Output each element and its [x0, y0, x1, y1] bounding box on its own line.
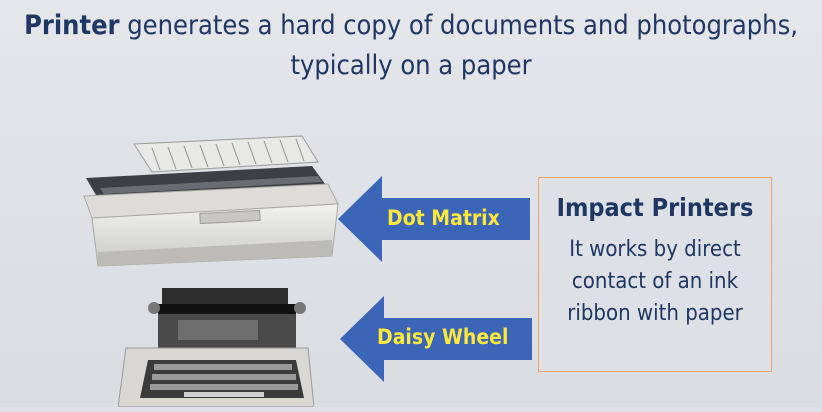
daisy-wheel-printer-image	[117, 286, 315, 408]
impact-printers-box: Impact Printers It works by direct conta…	[538, 177, 772, 372]
daisy-wheel-arrow: Daisy Wheel	[340, 296, 533, 382]
title-definition: generates a hard copy of documents and p…	[119, 10, 798, 41]
dot-matrix-printer-image	[82, 132, 340, 267]
slide-title: Printer generates a hard copy of documen…	[0, 6, 822, 86]
title-keyword: Printer	[24, 10, 120, 41]
dot-matrix-label: Dot Matrix	[387, 206, 500, 230]
daisy-wheel-label: Daisy Wheel	[377, 325, 509, 349]
impact-printers-description: It works by direct contact of an ink rib…	[567, 237, 743, 326]
impact-printers-heading: Impact Printers	[556, 193, 754, 222]
dot-matrix-arrow: Dot Matrix	[338, 176, 531, 262]
title-definition-line2: typically on a paper	[290, 50, 532, 81]
